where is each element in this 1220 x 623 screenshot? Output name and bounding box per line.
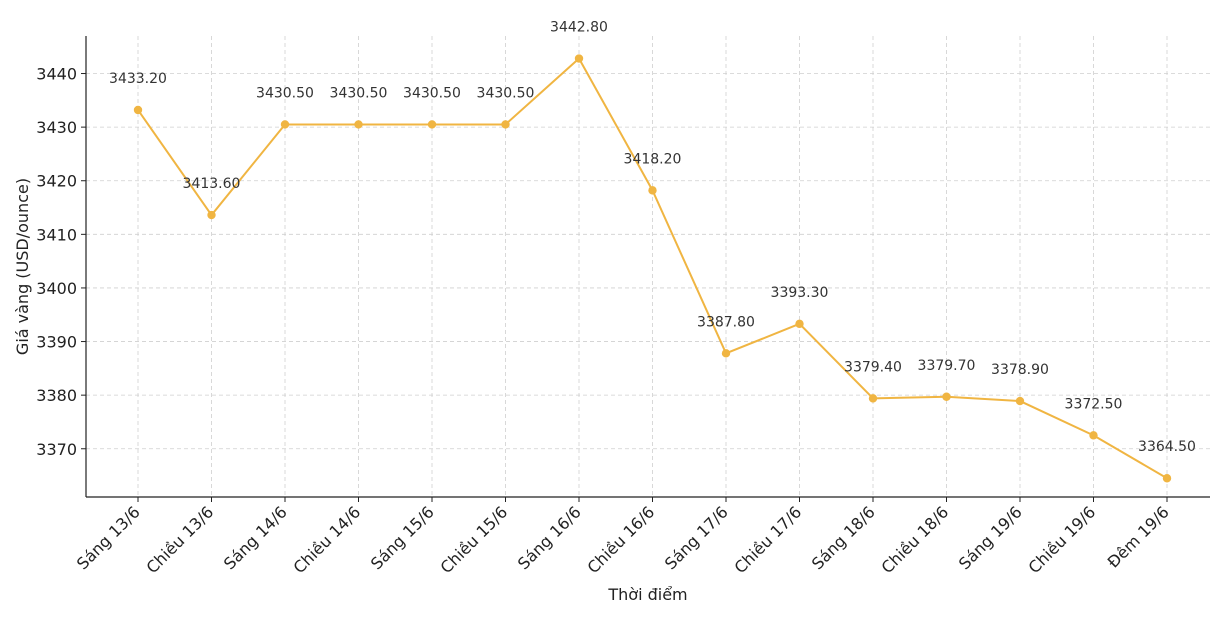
data-point — [1015, 396, 1025, 406]
x-tick-label: Sáng 16/6 — [514, 502, 585, 573]
x-tick-label: Chiều 13/6 — [143, 502, 218, 577]
data-label: 3393.30 — [771, 285, 829, 301]
data-label: 3430.50 — [403, 85, 461, 101]
data-point — [427, 120, 437, 129]
data-point — [721, 349, 731, 358]
data-label: 3433.20 — [109, 71, 167, 87]
x-tick-label: Đêm 19/6 — [1104, 502, 1173, 571]
data-point — [942, 392, 951, 401]
y-ticks: 3370 3380 3390 3400 3410 3420 3430 3440 — [36, 65, 86, 459]
data-label: 3418.20 — [624, 151, 682, 167]
data-label: 3413.60 — [183, 176, 241, 192]
x-tick-label: Sáng 15/6 — [367, 502, 438, 573]
data-point — [795, 319, 804, 329]
y-tick-label: 3420 — [36, 172, 77, 191]
data-point — [133, 105, 143, 115]
data-label: 3387.80 — [697, 314, 755, 330]
y-tick-label: 3370 — [36, 440, 77, 459]
data-label: 3430.50 — [330, 85, 388, 101]
data-point — [354, 120, 363, 129]
axis-layer — [85, 36, 1210, 498]
y-tick-label: 3400 — [36, 279, 77, 298]
grid-layer — [86, 36, 1210, 497]
data-label: 3442.80 — [550, 20, 608, 36]
x-tick-label: Chiều 14/6 — [290, 502, 365, 577]
x-tick-label: Chiều 16/6 — [584, 502, 659, 577]
y-tick-label: 3390 — [36, 333, 77, 352]
data-point — [648, 186, 657, 195]
data-label: 3430.50 — [477, 85, 535, 101]
data-point — [574, 54, 584, 63]
data-point — [501, 120, 510, 129]
data-label: 3379.70 — [918, 358, 976, 374]
data-label: 3379.40 — [844, 359, 902, 375]
x-tick-label: Sáng 18/6 — [808, 502, 879, 573]
x-tick-label: Chiều 17/6 — [731, 502, 806, 577]
y-tick-label: 3380 — [36, 386, 77, 405]
data-point — [1089, 431, 1098, 440]
x-tick-label: Chiều 19/6 — [1025, 502, 1100, 577]
x-tick-label: Sáng 17/6 — [661, 502, 732, 573]
data-label: 3378.90 — [991, 362, 1049, 378]
y-tick-label: 3410 — [36, 225, 77, 244]
x-tick-label: Chiều 15/6 — [437, 502, 512, 577]
x-tick-label: Chiều 18/6 — [878, 502, 953, 577]
data-point — [1162, 474, 1172, 483]
data-label: 3430.50 — [256, 85, 314, 101]
y-axis-title: Giá vàng (USD/ounce) — [13, 178, 32, 355]
x-tick-label: Sáng 19/6 — [955, 502, 1026, 573]
data-label: 3364.50 — [1138, 439, 1196, 455]
data-labels: 3433.20 3413.60 3430.50 3430.50 3430.50 3430.… — [109, 20, 1196, 456]
data-label: 3372.50 — [1065, 396, 1123, 412]
y-tick-label: 3440 — [36, 65, 77, 84]
data-point — [207, 210, 216, 220]
series-layer — [133, 54, 1172, 483]
x-axis-title: Thời điểm — [607, 585, 687, 604]
y-tick-label: 3430 — [36, 118, 77, 137]
x-tick-label: Sáng 13/6 — [73, 502, 144, 573]
data-point — [280, 120, 290, 129]
x-tick-label: Sáng 14/6 — [220, 502, 291, 573]
data-point — [868, 394, 878, 403]
